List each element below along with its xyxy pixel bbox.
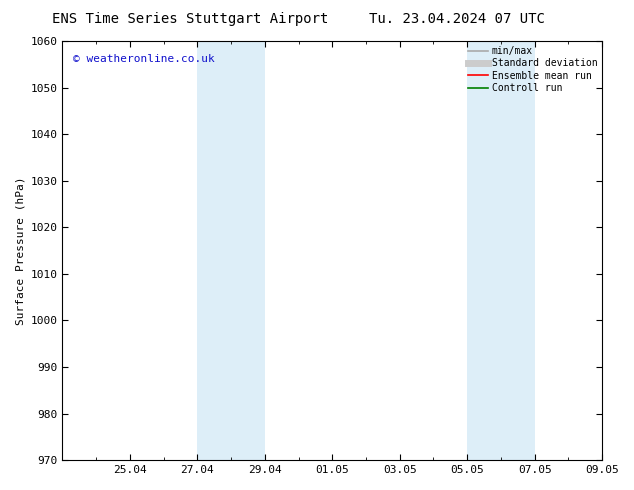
Bar — [197, 41, 265, 460]
Text: © weatheronline.co.uk: © weatheronline.co.uk — [73, 53, 215, 64]
Legend: min/max, Standard deviation, Ensemble mean run, Controll run: min/max, Standard deviation, Ensemble me… — [468, 46, 597, 93]
Text: ENS Time Series Stuttgart Airport: ENS Time Series Stuttgart Airport — [52, 12, 328, 26]
Y-axis label: Surface Pressure (hPa): Surface Pressure (hPa) — [15, 176, 25, 325]
Text: Tu. 23.04.2024 07 UTC: Tu. 23.04.2024 07 UTC — [368, 12, 545, 26]
Bar — [467, 41, 534, 460]
